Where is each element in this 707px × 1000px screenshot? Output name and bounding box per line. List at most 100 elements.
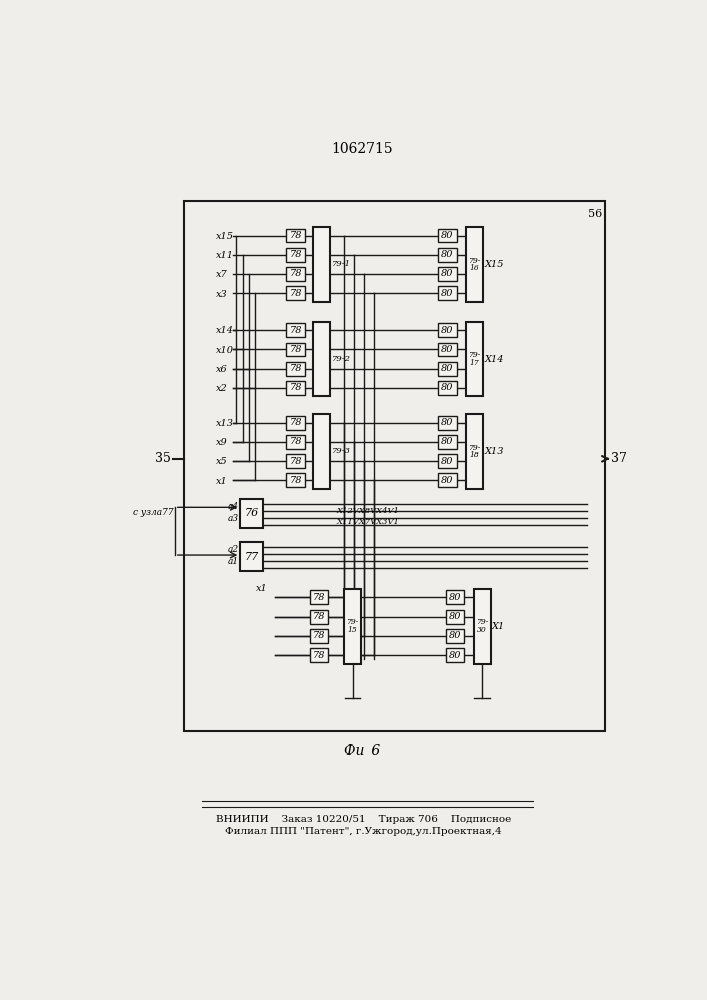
Text: 79-: 79- bbox=[468, 351, 481, 359]
Text: 79-: 79- bbox=[468, 257, 481, 265]
Text: 78: 78 bbox=[289, 364, 302, 373]
Text: x1: x1 bbox=[216, 477, 228, 486]
Bar bbox=[286, 248, 305, 262]
Bar bbox=[313, 322, 330, 396]
Text: 80: 80 bbox=[449, 631, 462, 640]
Bar bbox=[286, 362, 305, 376]
Text: 78: 78 bbox=[289, 383, 302, 392]
Text: 37: 37 bbox=[611, 452, 626, 465]
Text: 77: 77 bbox=[245, 552, 259, 562]
Text: x7: x7 bbox=[216, 270, 228, 279]
Text: X14: X14 bbox=[484, 355, 504, 364]
Text: 80: 80 bbox=[441, 418, 454, 427]
Bar bbox=[286, 416, 305, 430]
Text: 78: 78 bbox=[312, 612, 325, 621]
Text: x5: x5 bbox=[216, 457, 228, 466]
Text: 80: 80 bbox=[441, 457, 454, 466]
Text: x1: x1 bbox=[256, 584, 267, 593]
Bar bbox=[310, 629, 328, 643]
Text: 80: 80 bbox=[441, 231, 454, 240]
Bar bbox=[313, 227, 330, 302]
Text: 78: 78 bbox=[289, 250, 302, 259]
Text: 78: 78 bbox=[289, 231, 302, 240]
Bar bbox=[438, 248, 457, 262]
Text: 80: 80 bbox=[441, 364, 454, 373]
Text: x13: x13 bbox=[216, 419, 233, 428]
Bar bbox=[313, 414, 330, 489]
Text: X13: X13 bbox=[484, 447, 504, 456]
Text: 78: 78 bbox=[289, 437, 302, 446]
Bar bbox=[286, 286, 305, 300]
Text: 56: 56 bbox=[588, 209, 602, 219]
Text: x3: x3 bbox=[216, 290, 228, 299]
Bar bbox=[438, 435, 457, 449]
Text: 30: 30 bbox=[477, 626, 487, 634]
Bar bbox=[446, 610, 464, 624]
Bar bbox=[286, 267, 305, 281]
Bar bbox=[286, 435, 305, 449]
Bar bbox=[466, 322, 483, 396]
Bar bbox=[286, 473, 305, 487]
Bar bbox=[438, 454, 457, 468]
Bar bbox=[286, 323, 305, 337]
Text: 76: 76 bbox=[245, 508, 259, 518]
Text: 80: 80 bbox=[441, 250, 454, 259]
Text: 80: 80 bbox=[441, 269, 454, 278]
Text: 79-2: 79-2 bbox=[332, 355, 351, 363]
Text: 80: 80 bbox=[441, 476, 454, 485]
Text: 1062715: 1062715 bbox=[331, 142, 393, 156]
Text: X1: X1 bbox=[492, 622, 506, 631]
Bar bbox=[474, 589, 491, 664]
Text: 78: 78 bbox=[289, 269, 302, 278]
Text: a1: a1 bbox=[228, 557, 239, 566]
Text: Фи 6: Фи 6 bbox=[344, 744, 380, 758]
Bar bbox=[286, 454, 305, 468]
Bar bbox=[240, 542, 264, 571]
Bar bbox=[438, 343, 457, 356]
Text: a4: a4 bbox=[228, 502, 239, 511]
Text: a3: a3 bbox=[228, 514, 239, 523]
Text: 79-1: 79-1 bbox=[332, 260, 351, 268]
Bar bbox=[466, 414, 483, 489]
Text: 79-: 79- bbox=[476, 618, 489, 626]
Text: 78: 78 bbox=[289, 345, 302, 354]
Text: 78: 78 bbox=[289, 476, 302, 485]
Text: 80: 80 bbox=[441, 345, 454, 354]
Bar bbox=[466, 227, 483, 302]
Bar bbox=[286, 343, 305, 356]
Bar bbox=[286, 229, 305, 242]
Bar bbox=[438, 362, 457, 376]
Text: 78: 78 bbox=[312, 593, 325, 602]
Bar bbox=[446, 629, 464, 643]
Text: a2: a2 bbox=[228, 545, 239, 554]
Text: x10: x10 bbox=[216, 346, 233, 355]
Text: 16: 16 bbox=[469, 264, 479, 272]
Bar bbox=[286, 381, 305, 395]
Text: ВНИИПИ    Заказ 10220/51    Тираж 706    Подписное: ВНИИПИ Заказ 10220/51 Тираж 706 Подписно… bbox=[216, 815, 511, 824]
Text: x14: x14 bbox=[216, 326, 233, 335]
Text: 80: 80 bbox=[441, 383, 454, 392]
Text: 17: 17 bbox=[469, 359, 479, 367]
Text: x9: x9 bbox=[216, 438, 228, 447]
Text: 80: 80 bbox=[449, 651, 462, 660]
Text: 78: 78 bbox=[289, 457, 302, 466]
Bar bbox=[438, 473, 457, 487]
Bar bbox=[438, 229, 457, 242]
Text: 80: 80 bbox=[449, 612, 462, 621]
Text: X11VX7VX3V1: X11VX7VX3V1 bbox=[337, 518, 399, 526]
Text: 79-: 79- bbox=[346, 618, 359, 626]
Bar bbox=[438, 323, 457, 337]
Text: X12VX8VX4V1: X12VX8VX4V1 bbox=[337, 507, 399, 515]
Text: 80: 80 bbox=[449, 593, 462, 602]
Bar bbox=[438, 267, 457, 281]
Bar bbox=[240, 499, 264, 528]
Text: c узла77: c узла77 bbox=[133, 508, 173, 517]
Text: 79-: 79- bbox=[468, 444, 481, 452]
Bar bbox=[310, 648, 328, 662]
Bar bbox=[446, 590, 464, 604]
Text: 80: 80 bbox=[441, 326, 454, 335]
Bar bbox=[310, 610, 328, 624]
Bar bbox=[446, 648, 464, 662]
Text: 78: 78 bbox=[289, 289, 302, 298]
Text: 80: 80 bbox=[441, 437, 454, 446]
